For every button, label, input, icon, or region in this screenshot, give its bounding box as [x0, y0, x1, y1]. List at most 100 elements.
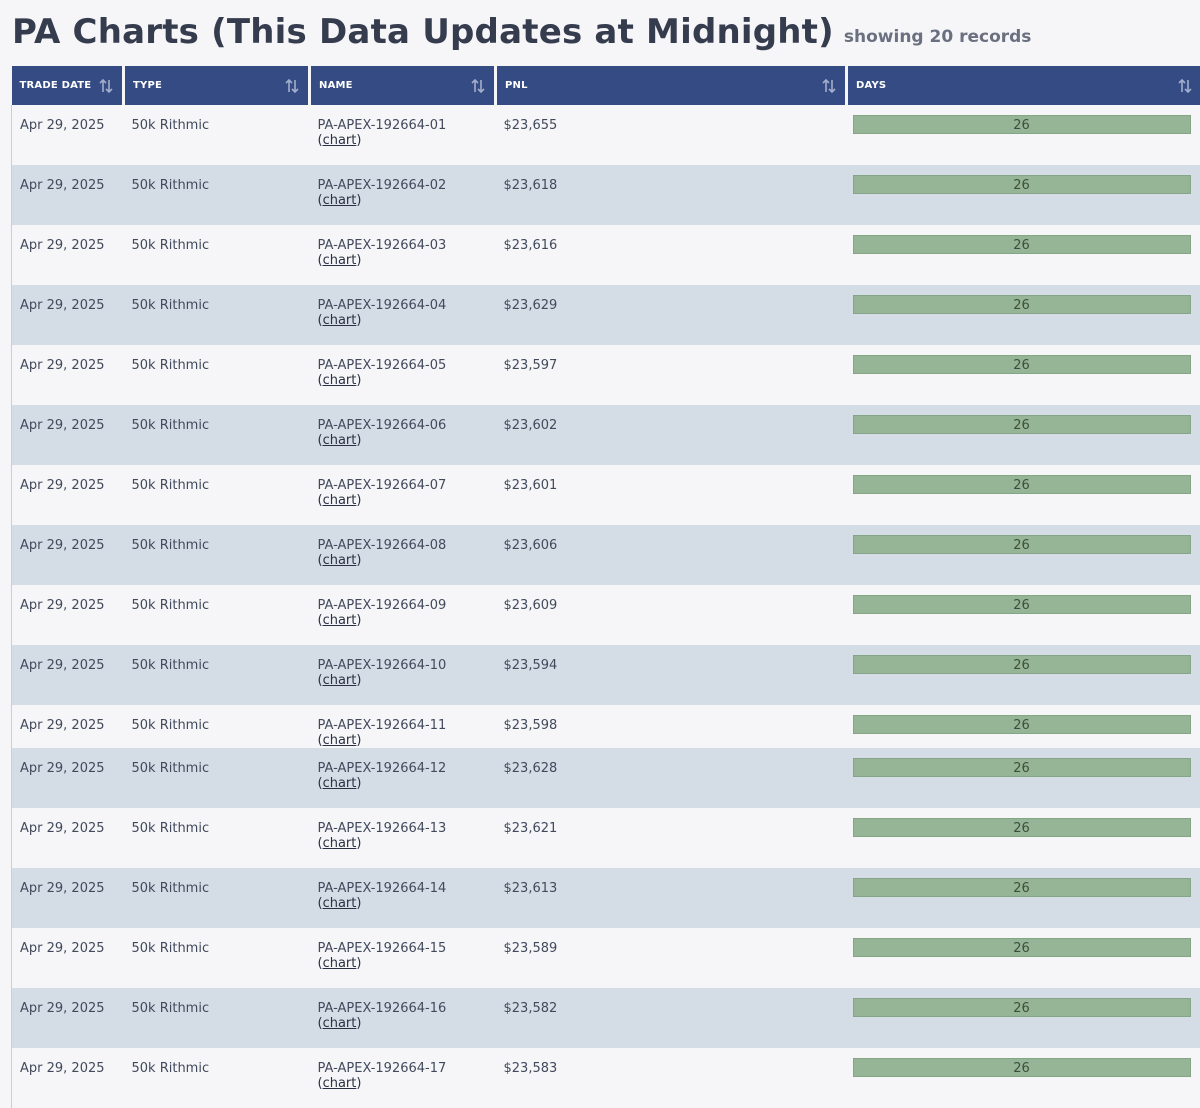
name-cell: PA-APEX-192664-14(chart)	[310, 868, 496, 928]
paren-close: )	[356, 133, 361, 148]
paren-close: )	[356, 1016, 361, 1031]
chart-link[interactable]: chart	[323, 1076, 357, 1091]
account-name: PA-APEX-192664-05	[318, 358, 447, 373]
chart-link[interactable]: chart	[323, 433, 357, 448]
trade-date-cell: Apr 29, 2025	[12, 345, 124, 405]
column-header-pnl[interactable]: PNL	[496, 66, 847, 105]
days-cell: 26	[847, 165, 1200, 225]
name-cell: PA-APEX-192664-16(chart)	[310, 988, 496, 1048]
chart-link[interactable]: chart	[323, 836, 357, 851]
trade-date-cell: Apr 29, 2025	[12, 105, 124, 165]
chart-link[interactable]: chart	[323, 253, 357, 268]
pnl-cell: $23,606	[496, 525, 847, 585]
chart-link[interactable]: chart	[323, 313, 357, 328]
table-header: TRADE DATE TYPE NAME PNL DAYS	[12, 66, 1200, 105]
account-name: PA-APEX-192664-16	[318, 1001, 447, 1016]
column-header-name[interactable]: NAME	[310, 66, 496, 105]
name-cell: PA-APEX-192664-09(chart)	[310, 585, 496, 645]
name-cell: PA-APEX-192664-11 (chart)	[310, 705, 496, 748]
chart-link[interactable]: chart	[323, 373, 357, 388]
days-cell: 26	[847, 928, 1200, 988]
days-bar: 26	[853, 535, 1191, 554]
type-cell: 50k Rithmic	[124, 645, 310, 705]
chart-link[interactable]: chart	[323, 133, 357, 148]
chart-link[interactable]: chart	[323, 493, 357, 508]
type-cell: 50k Rithmic	[124, 165, 310, 225]
column-header-label: TYPE	[133, 80, 162, 91]
trade-date-cell: Apr 29, 2025	[12, 928, 124, 988]
trade-date-cell: Apr 29, 2025	[12, 225, 124, 285]
account-name: PA-APEX-192664-14	[318, 881, 447, 896]
pnl-cell: $23,655	[496, 105, 847, 165]
page-header: PA Charts (This Data Updates at Midnight…	[12, 8, 1031, 56]
name-cell: PA-APEX-192664-08(chart)	[310, 525, 496, 585]
trade-date-cell: Apr 29, 2025	[12, 645, 124, 705]
column-header-trade-date[interactable]: TRADE DATE	[12, 66, 124, 105]
name-cell: PA-APEX-192664-03(chart)	[310, 225, 496, 285]
chart-link[interactable]: chart	[323, 776, 357, 791]
trade-date-cell: Apr 29, 2025	[12, 1048, 124, 1108]
trade-date-cell: Apr 29, 2025	[12, 585, 124, 645]
name-cell: PA-APEX-192664-07(chart)	[310, 465, 496, 525]
days-bar: 26	[853, 355, 1191, 374]
sort-icon[interactable]	[284, 78, 300, 94]
pa-charts-table: TRADE DATE TYPE NAME PNL DAYS Apr 29, 20…	[11, 66, 1200, 1108]
type-cell: 50k Rithmic	[124, 748, 310, 808]
chart-link[interactable]: chart	[323, 673, 357, 688]
column-header-label: NAME	[319, 80, 353, 91]
chart-link[interactable]: chart	[323, 896, 357, 911]
type-cell: 50k Rithmic	[124, 1048, 310, 1108]
pnl-cell: $23,629	[496, 285, 847, 345]
chart-link[interactable]: chart	[323, 733, 357, 748]
column-header-label: TRADE DATE	[20, 80, 92, 91]
paren-close: )	[356, 776, 361, 791]
type-cell: 50k Rithmic	[124, 345, 310, 405]
trade-date-cell: Apr 29, 2025	[12, 525, 124, 585]
chart-link[interactable]: chart	[323, 553, 357, 568]
chart-link[interactable]: chart	[323, 956, 357, 971]
days-bar: 26	[853, 938, 1191, 957]
chart-link[interactable]: chart	[323, 613, 357, 628]
trade-date-cell: Apr 29, 2025	[12, 988, 124, 1048]
column-header-days[interactable]: DAYS	[847, 66, 1200, 105]
record-count: showing 20 records	[844, 18, 1032, 56]
paren-close: )	[356, 956, 361, 971]
trade-date-cell: Apr 29, 2025	[12, 748, 124, 808]
name-cell: PA-APEX-192664-12(chart)	[310, 748, 496, 808]
name-cell: PA-APEX-192664-04(chart)	[310, 285, 496, 345]
name-cell: PA-APEX-192664-06(chart)	[310, 405, 496, 465]
days-cell: 26	[847, 585, 1200, 645]
trade-date-cell: Apr 29, 2025	[12, 705, 124, 748]
pnl-cell: $23,597	[496, 345, 847, 405]
pnl-cell: $23,594	[496, 645, 847, 705]
chart-link[interactable]: chart	[323, 1016, 357, 1031]
pnl-cell: $23,628	[496, 748, 847, 808]
trade-date-cell: Apr 29, 2025	[12, 808, 124, 868]
paren-close: )	[356, 836, 361, 851]
account-name: PA-APEX-192664-11	[318, 718, 447, 733]
sort-icon[interactable]	[470, 78, 486, 94]
sort-icon[interactable]	[98, 78, 114, 94]
days-bar: 26	[853, 758, 1191, 777]
type-cell: 50k Rithmic	[124, 705, 310, 748]
column-header-label: DAYS	[856, 80, 886, 91]
column-header-type[interactable]: TYPE	[124, 66, 310, 105]
chart-link[interactable]: chart	[323, 193, 357, 208]
trade-date-cell: Apr 29, 2025	[12, 868, 124, 928]
sort-icon[interactable]	[1177, 78, 1193, 94]
trade-date-cell: Apr 29, 2025	[12, 285, 124, 345]
days-cell: 26	[847, 645, 1200, 705]
paren-close: )	[356, 733, 361, 748]
sort-icon[interactable]	[821, 78, 837, 94]
days-cell: 26	[847, 405, 1200, 465]
